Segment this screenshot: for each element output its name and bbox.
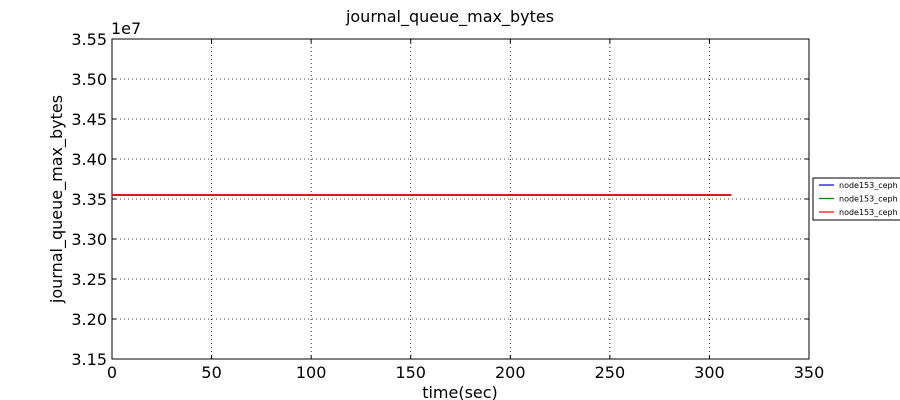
y-tick-label: 3.35 xyxy=(71,190,107,209)
legend-entry-label: node153_ceph xyxy=(839,208,898,217)
y-axis-offset-label: 1e7 xyxy=(111,19,141,38)
legend: node153_ceph node153_ceph node153_ceph xyxy=(812,177,900,221)
y-tick-label: 3.25 xyxy=(71,270,107,289)
x-tick-label: 150 xyxy=(395,363,426,382)
y-axis-ticks: 3.15 3.20 3.25 3.30 3.35 3.40 3.45 3.50 3.55 xyxy=(71,30,809,369)
x-tick-label: 300 xyxy=(694,363,725,382)
y-tick-label: 3.20 xyxy=(71,310,107,329)
y-axis-label: journal_queue_max_bytes xyxy=(47,95,67,304)
x-tick-label: 250 xyxy=(595,363,626,382)
x-tick-label: 350 xyxy=(794,363,825,382)
x-axis-label: time(sec) xyxy=(422,383,498,400)
x-tick-label: 50 xyxy=(201,363,221,382)
y-tick-label: 3.30 xyxy=(71,230,107,249)
y-tick-label: 3.50 xyxy=(71,70,107,89)
y-tick-label: 3.45 xyxy=(71,110,107,129)
legend-entry-label: node153_ceph xyxy=(839,181,898,190)
x-tick-label: 200 xyxy=(495,363,526,382)
x-tick-label: 0 xyxy=(107,363,117,382)
grid-lines xyxy=(112,39,809,359)
y-tick-label: 3.15 xyxy=(71,350,107,369)
chart-title: journal_queue_max_bytes xyxy=(345,7,554,27)
y-tick-label: 3.40 xyxy=(71,150,107,169)
y-tick-label: 3.55 xyxy=(71,30,107,49)
x-axis-ticks: 0 50 100 150 200 250 300 350 xyxy=(107,39,824,382)
x-tick-label: 100 xyxy=(296,363,327,382)
legend-entry-label: node153_ceph xyxy=(839,195,898,204)
